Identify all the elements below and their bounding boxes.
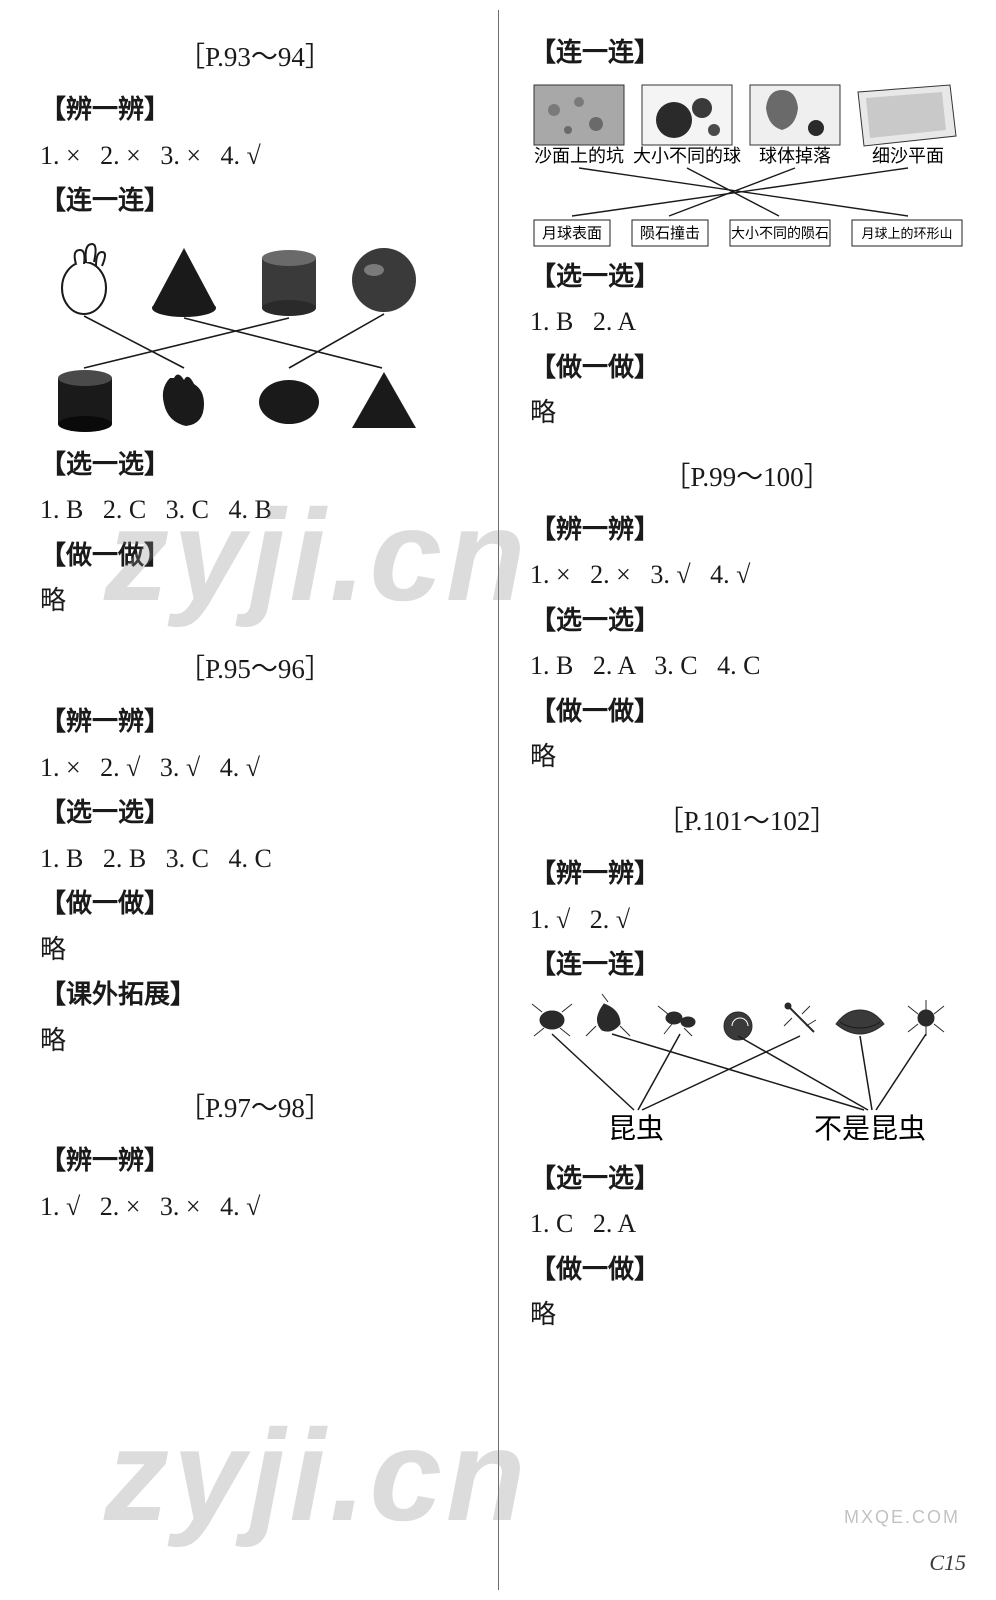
left-column: ［P.93～94］ 【辨一辨】 1. × 2. × 3. × 4. √ 【连一连… <box>0 0 498 1600</box>
heading-bian: 【辨一辨】 <box>530 851 964 897</box>
cap-1: 沙面上的坑 <box>534 146 624 166</box>
thumb-balls <box>642 85 732 145</box>
omitted: 略 <box>40 927 470 973</box>
answers-row: 1. B 2. B 3. C 4. C <box>40 836 470 882</box>
heading-xuan: 【选一选】 <box>530 598 964 644</box>
shapes-matching-diagram <box>34 228 434 438</box>
heading-zuo: 【做一做】 <box>530 345 964 391</box>
answers-row: 1. × 2. × 3. √ 4. √ <box>530 552 964 598</box>
omitted: 略 <box>530 1292 964 1338</box>
cone-icon <box>152 248 216 317</box>
box-row: 月球表面 陨石撞击 大小不同的陨石 月球上的环形山 <box>534 220 962 246</box>
heading-zuo: 【做一做】 <box>530 1247 964 1293</box>
site-logo: MXQE.COM <box>844 1507 960 1528</box>
heading-kewai: 【课外拓展】 <box>40 972 470 1018</box>
page-badge: C15 <box>929 1550 966 1576</box>
matching-lines <box>552 1034 926 1110</box>
thumb-sand-pits <box>534 85 624 145</box>
box-label-2: 陨石撞击 <box>640 224 700 242</box>
heading-bian: 【辨一辨】 <box>530 507 964 553</box>
hand-shape-icon <box>62 244 106 314</box>
omitted: 略 <box>40 1018 470 1064</box>
heading-lian: 【连一连】 <box>530 942 964 988</box>
heading-bian: 【辨一辨】 <box>40 699 470 745</box>
cylinder2-icon <box>58 370 112 432</box>
heading-xuan: 【选一选】 <box>530 1156 964 1202</box>
page-range-101-102: ［P.101～102］ <box>530 798 964 845</box>
thumb-drop <box>750 85 840 145</box>
thumb-sand-flat <box>858 85 956 146</box>
cat-not-insect: 不是昆虫 <box>814 1113 926 1145</box>
page-range-97-98: ［P.97～98］ <box>40 1085 470 1132</box>
heading-bian: 【辨一辨】 <box>40 1138 470 1184</box>
cylinder-icon <box>262 250 316 316</box>
cat-insect: 昆虫 <box>608 1113 664 1145</box>
page: zyji.cn zyji.cn ［P.93～94］ 【辨一辨】 1. × 2. … <box>0 0 996 1600</box>
answers-row: 1. B 2. C 3. C 4. B <box>40 487 470 533</box>
answers-row: 1. × 2. × 3. × 4. √ <box>40 133 470 179</box>
omitted: 略 <box>40 578 470 624</box>
page-range-95-96: ［P.95～96］ <box>40 646 470 693</box>
heading-lian: 【连一连】 <box>530 30 964 76</box>
page-range-99-100: ［P.99～100］ <box>530 454 964 501</box>
matching-lines <box>84 314 384 368</box>
answers-row: 1. C 2. A <box>530 1201 964 1247</box>
moon-matching-diagram: 沙面上的坑 大小不同的球 球体掉落 细沙平面 月球表面 <box>524 80 964 250</box>
heading-bian: 【辨一辨】 <box>40 87 470 133</box>
column-divider <box>498 10 499 1590</box>
heading-zuo: 【做一做】 <box>40 881 470 927</box>
heading-lian: 【连一连】 <box>40 178 470 224</box>
answers-row: 1. B 2. A 3. C 4. C <box>530 643 964 689</box>
cap-4: 细沙平面 <box>872 146 944 166</box>
heading-zuo: 【做一做】 <box>530 689 964 735</box>
disc-icon <box>259 380 319 424</box>
insect-matching-diagram: 昆虫 不是昆虫 <box>524 992 964 1152</box>
heading-xuan: 【选一选】 <box>530 254 964 300</box>
heading-zuo: 【做一做】 <box>40 533 470 579</box>
cap-3: 球体掉落 <box>759 146 831 166</box>
omitted: 略 <box>530 390 964 436</box>
sphere-icon <box>352 248 416 312</box>
box-label-1: 月球表面 <box>542 225 602 242</box>
triangle-icon <box>352 372 416 428</box>
box-label-3: 大小不同的陨石 <box>731 226 829 242</box>
heading-xuan: 【选一选】 <box>40 790 470 836</box>
answers-row: 1. √ 2. √ <box>530 897 964 943</box>
heading-xuan: 【选一选】 <box>40 442 470 488</box>
cap-2: 大小不同的球 <box>633 146 741 166</box>
page-range-93-94: ［P.93～94］ <box>40 34 470 81</box>
answers-row: 1. × 2. √ 3. √ 4. √ <box>40 745 470 791</box>
hand-shadow-icon <box>163 374 204 426</box>
matching-lines <box>572 168 908 216</box>
right-column: 【连一连】 <box>498 0 996 1600</box>
bug-icons <box>532 994 944 1040</box>
box-label-4: 月球上的环形山 <box>861 226 952 241</box>
omitted: 略 <box>530 734 964 780</box>
answers-row: 1. √ 2. × 3. × 4. √ <box>40 1184 470 1230</box>
answers-row: 1. B 2. A <box>530 299 964 345</box>
